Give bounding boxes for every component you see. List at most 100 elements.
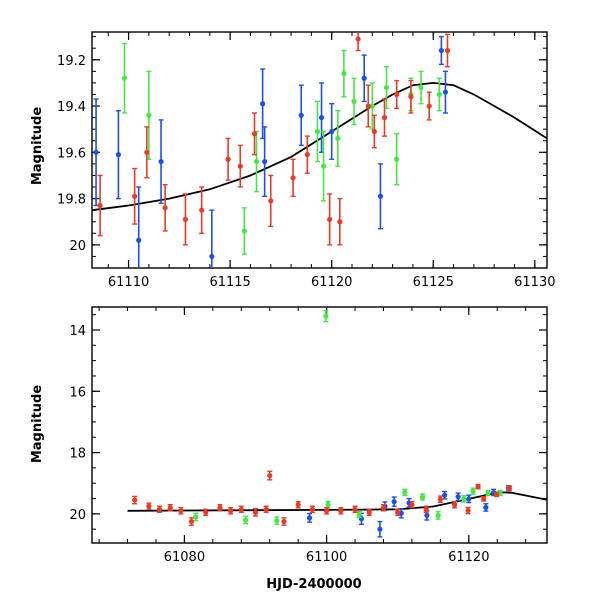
bottom-blue-point <box>466 496 472 502</box>
bottom-blue-point <box>391 499 397 505</box>
bottom-red-point <box>338 508 344 514</box>
bottom-green-point <box>435 512 441 519</box>
top-red-point <box>355 36 361 42</box>
top-red-point <box>290 175 296 181</box>
top-blue-point <box>442 89 449 95</box>
bottom-data-area <box>127 309 547 538</box>
top-red-point <box>444 47 451 54</box>
top-x-tick-label: 61130 <box>514 275 555 290</box>
bottom-red-point <box>506 485 512 491</box>
bottom-red-point <box>146 503 152 509</box>
top-green-point <box>394 156 400 162</box>
top-green-point <box>351 98 357 105</box>
bottom-y-tick-label: 14 <box>69 324 86 339</box>
top-red-point <box>268 198 274 204</box>
bottom-red-point <box>188 518 195 525</box>
bottom-red-point <box>167 505 173 511</box>
top-x-tick-label: 61120 <box>311 275 352 290</box>
top-y-tick-label: 19.4 <box>57 100 86 115</box>
bottom-red-point <box>409 502 415 508</box>
bottom-green-point <box>323 313 329 319</box>
bottom-panel: Magnitude HJD-2400000 61080 61100 61120 14 1… <box>30 306 548 592</box>
top-green-point <box>341 71 347 77</box>
bottom-y-tick-label: 18 <box>69 447 86 462</box>
top-red-point <box>144 149 150 155</box>
top-blue-point <box>377 193 384 199</box>
bottom-blue-point <box>442 492 448 498</box>
top-blue-point <box>209 253 215 260</box>
top-blue-point <box>298 112 304 118</box>
top-green-point <box>369 103 375 109</box>
bottom-blue-point <box>424 512 430 519</box>
top-blue-point <box>262 158 268 165</box>
top-green-point <box>314 128 321 135</box>
bottom-y-tick-label: 20 <box>69 508 86 523</box>
top-red-point <box>237 163 243 169</box>
bottom-green-point <box>242 517 249 523</box>
top-y-tick-label: 19.6 <box>57 146 86 161</box>
bottom-red-point <box>217 505 223 511</box>
top-panel: Magnitude 61110 61115 61120 61125 61130 19.2 1… <box>30 31 555 290</box>
bottom-blue-point <box>377 526 383 532</box>
top-red-point <box>371 128 377 135</box>
bottom-blue-point <box>306 515 313 521</box>
bottom-x-tick-label: 61100 <box>306 550 347 565</box>
bottom-y-tick-label: 16 <box>69 385 86 400</box>
top-red-point <box>182 216 189 223</box>
top-red-point <box>365 103 371 109</box>
top-green-point <box>146 112 152 118</box>
top-y-tick-label: 19.8 <box>57 193 86 208</box>
top-blue-point <box>115 152 122 158</box>
bottom-red-point <box>475 484 481 490</box>
top-blue-point <box>318 115 325 121</box>
top-y-axis-label: Magnitude <box>30 107 45 186</box>
top-green-point <box>241 228 247 234</box>
top-green-point <box>418 84 424 91</box>
top-x-tick-label: 61125 <box>413 275 454 290</box>
top-blue-point <box>260 101 266 107</box>
top-red-point <box>327 216 333 223</box>
bottom-red-point <box>281 518 287 525</box>
bottom-red-point <box>423 506 429 512</box>
top-green-point <box>253 158 260 165</box>
bottom-green-point <box>274 518 280 524</box>
top-green-point <box>383 84 390 91</box>
top-green-point <box>335 135 341 142</box>
bottom-red-point <box>267 472 273 479</box>
top-x-tick-label: 61115 <box>209 275 250 290</box>
bottom-red-point <box>395 509 401 515</box>
bottom-red-point <box>228 508 234 514</box>
top-red-point <box>199 207 205 213</box>
bottom-red-point <box>132 497 138 503</box>
top-red-point <box>394 91 400 98</box>
top-plot-frame <box>91 31 548 269</box>
top-red-point <box>162 205 168 211</box>
top-red-point <box>225 156 231 162</box>
bottom-green-point <box>461 496 467 502</box>
top-model-curve <box>92 81 547 212</box>
bottom-green-point <box>325 502 331 508</box>
top-blue-point <box>136 237 142 243</box>
top-green-point <box>320 163 327 169</box>
bottom-red-point <box>238 506 244 512</box>
top-y-tick-label: 19.2 <box>57 54 86 69</box>
bottom-blue-point <box>455 494 461 500</box>
top-red-point <box>337 219 343 225</box>
bottom-red-point <box>380 505 387 511</box>
bottom-green-point <box>356 511 362 518</box>
bottom-green-point <box>402 489 408 496</box>
bottom-y-axis-label: Magnitude <box>30 385 45 464</box>
top-data-area <box>92 32 547 268</box>
top-red-point <box>426 103 432 109</box>
top-green-point <box>121 75 128 81</box>
top-blue-point <box>361 75 367 81</box>
bottom-red-point <box>437 496 443 502</box>
top-red-point <box>97 202 103 209</box>
bottom-red-point <box>465 507 471 514</box>
top-green-point <box>436 91 442 98</box>
bottom-red-point <box>324 508 330 514</box>
bottom-plot-frame <box>91 306 548 544</box>
bottom-red-point <box>352 506 358 512</box>
x-axis-label: HJD-2400000 <box>266 577 361 592</box>
